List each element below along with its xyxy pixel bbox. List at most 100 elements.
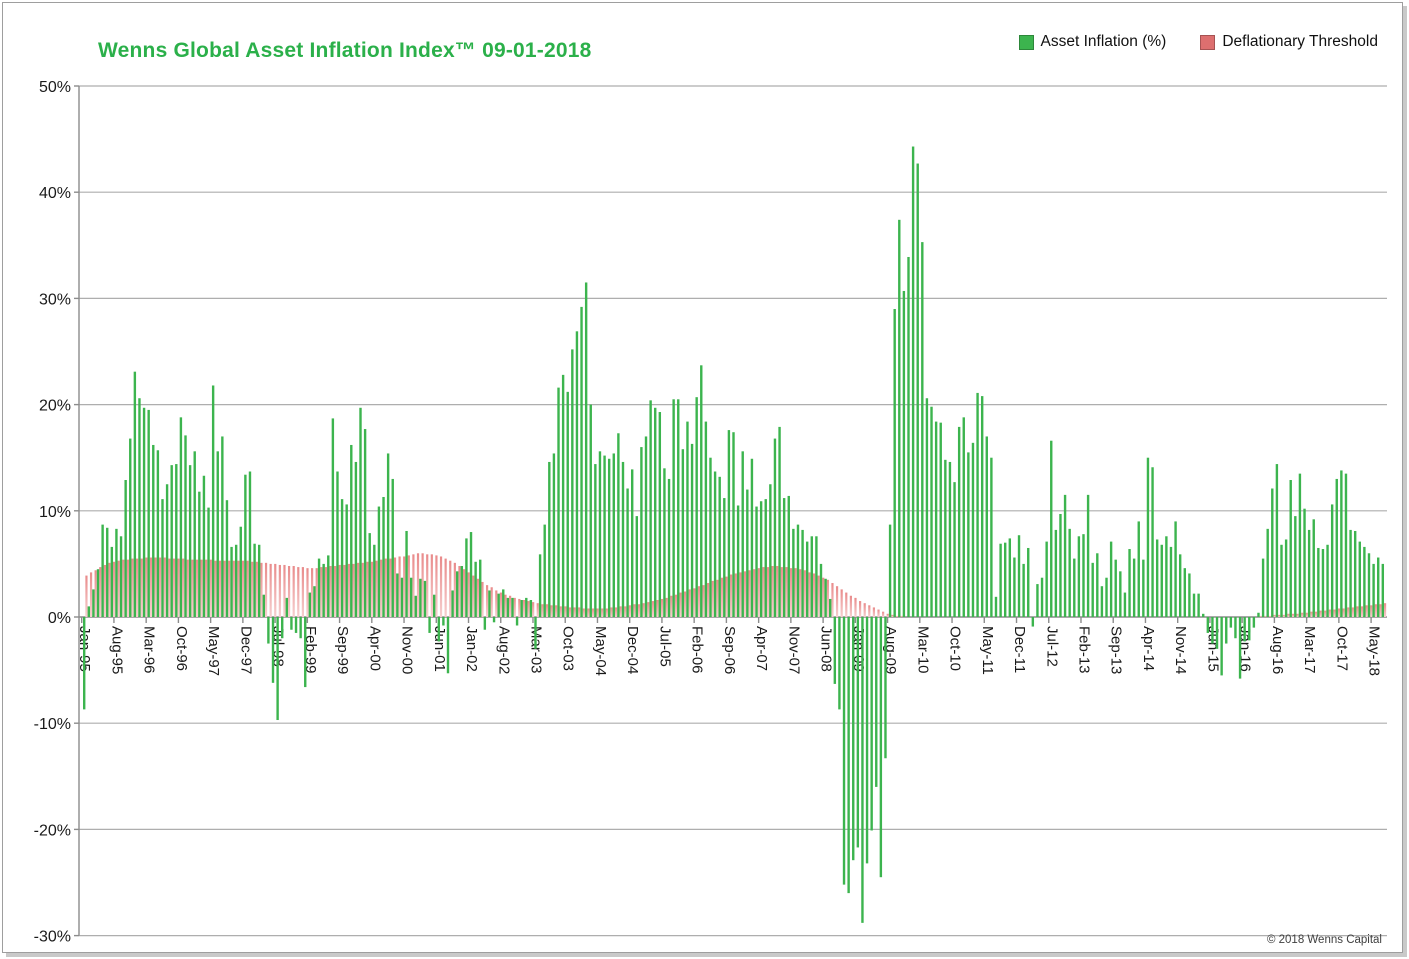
threshold-bar[interactable]: [624, 606, 627, 617]
threshold-bar[interactable]: [753, 569, 756, 617]
threshold-bar[interactable]: [559, 606, 562, 617]
threshold-bar[interactable]: [416, 553, 420, 617]
threshold-bar[interactable]: [154, 557, 157, 617]
asset-inflation-bar[interactable]: [129, 438, 132, 617]
threshold-bar[interactable]: [315, 568, 318, 617]
asset-inflation-bar[interactable]: [552, 453, 556, 617]
asset-inflation-bar[interactable]: [534, 617, 537, 649]
threshold-bar[interactable]: [739, 572, 742, 617]
threshold-bar[interactable]: [1282, 614, 1285, 617]
asset-inflation-bar[interactable]: [1211, 617, 1214, 644]
asset-inflation-bar[interactable]: [469, 532, 473, 617]
threshold-bar[interactable]: [504, 594, 507, 617]
asset-inflation-bar[interactable]: [106, 527, 109, 617]
threshold-bar[interactable]: [269, 563, 272, 617]
asset-inflation-bar[interactable]: [175, 464, 178, 617]
asset-inflation-bar[interactable]: [778, 426, 781, 617]
threshold-bar[interactable]: [536, 603, 539, 617]
asset-inflation-bar[interactable]: [1215, 617, 1219, 649]
asset-inflation-bar[interactable]: [704, 421, 708, 617]
threshold-bar[interactable]: [550, 605, 553, 617]
threshold-bar[interactable]: [439, 556, 443, 617]
asset-inflation-bar[interactable]: [1017, 535, 1021, 617]
asset-inflation-bar[interactable]: [193, 451, 196, 617]
asset-inflation-bar[interactable]: [575, 331, 579, 617]
asset-inflation-bar[interactable]: [750, 458, 754, 617]
asset-inflation-bar[interactable]: [796, 524, 800, 617]
threshold-bar[interactable]: [854, 597, 857, 617]
asset-inflation-bar[interactable]: [810, 536, 813, 617]
threshold-bar[interactable]: [278, 564, 281, 617]
asset-inflation-bar[interactable]: [1243, 617, 1246, 642]
threshold-bar[interactable]: [163, 557, 166, 617]
asset-inflation-bar[interactable]: [1174, 521, 1177, 617]
asset-inflation-bar[interactable]: [456, 571, 459, 617]
asset-inflation-bar[interactable]: [211, 385, 215, 617]
threshold-bar[interactable]: [108, 562, 111, 617]
threshold-bar[interactable]: [338, 564, 341, 617]
asset-inflation-bar[interactable]: [437, 617, 440, 642]
asset-inflation-bar[interactable]: [819, 563, 823, 617]
asset-inflation-bar[interactable]: [773, 438, 777, 617]
threshold-bar[interactable]: [555, 605, 558, 617]
asset-inflation-bar[interactable]: [432, 594, 436, 617]
threshold-bar[interactable]: [762, 567, 765, 617]
asset-inflation-bar[interactable]: [336, 471, 339, 617]
threshold-bar[interactable]: [126, 559, 129, 617]
asset-inflation-bar[interactable]: [985, 436, 988, 617]
asset-inflation-bar[interactable]: [709, 457, 712, 617]
threshold-bar[interactable]: [149, 557, 153, 617]
asset-inflation-bar[interactable]: [640, 447, 643, 617]
threshold-bar[interactable]: [826, 579, 829, 617]
asset-inflation-bar[interactable]: [492, 617, 496, 623]
threshold-bar[interactable]: [771, 566, 774, 617]
asset-inflation-bar[interactable]: [1381, 563, 1385, 617]
asset-inflation-bar[interactable]: [824, 578, 827, 617]
asset-inflation-bar[interactable]: [1234, 617, 1237, 639]
asset-inflation-bar[interactable]: [1031, 617, 1035, 627]
asset-inflation-bar[interactable]: [110, 546, 114, 617]
asset-inflation-bar[interactable]: [382, 496, 385, 617]
asset-inflation-bar[interactable]: [571, 349, 574, 617]
threshold-bar[interactable]: [868, 605, 871, 617]
asset-inflation-bar[interactable]: [561, 374, 565, 617]
threshold-bar[interactable]: [766, 567, 770, 617]
threshold-bar[interactable]: [1319, 610, 1322, 617]
asset-inflation-bar[interactable]: [1114, 559, 1117, 617]
threshold-bar[interactable]: [264, 562, 268, 617]
asset-inflation-bar[interactable]: [1284, 539, 1288, 617]
asset-inflation-bar[interactable]: [631, 469, 634, 617]
asset-inflation-bar[interactable]: [1307, 529, 1311, 617]
threshold-bar[interactable]: [384, 558, 387, 617]
asset-inflation-bar[interactable]: [1349, 529, 1352, 617]
threshold-bar[interactable]: [287, 566, 291, 617]
threshold-bar[interactable]: [393, 557, 397, 617]
asset-inflation-bar[interactable]: [663, 468, 666, 617]
threshold-bar[interactable]: [845, 592, 848, 617]
asset-inflation-bar[interactable]: [1372, 563, 1375, 617]
asset-inflation-bar[interactable]: [621, 461, 625, 617]
asset-inflation-bar[interactable]: [276, 617, 279, 721]
threshold-bar[interactable]: [532, 602, 535, 617]
asset-inflation-bar[interactable]: [1303, 508, 1306, 617]
asset-inflation-bar[interactable]: [327, 555, 330, 617]
asset-inflation-bar[interactable]: [1330, 504, 1334, 617]
threshold-bar[interactable]: [619, 606, 622, 617]
asset-inflation-bar[interactable]: [594, 464, 597, 617]
threshold-bar[interactable]: [421, 553, 424, 617]
threshold-bar[interactable]: [730, 574, 733, 617]
threshold-bar[interactable]: [1305, 612, 1308, 617]
threshold-bar[interactable]: [822, 577, 825, 617]
asset-inflation-bar[interactable]: [911, 146, 915, 617]
asset-inflation-bar[interactable]: [515, 617, 519, 626]
threshold-bar[interactable]: [499, 592, 502, 617]
asset-inflation-bar[interactable]: [1050, 440, 1053, 617]
asset-inflation-bar[interactable]: [925, 398, 929, 617]
asset-inflation-bar[interactable]: [1146, 457, 1150, 617]
asset-inflation-bar[interactable]: [1178, 554, 1182, 617]
asset-inflation-bar[interactable]: [930, 406, 933, 617]
threshold-bar[interactable]: [398, 556, 401, 617]
asset-inflation-bar[interactable]: [92, 589, 95, 617]
threshold-bar[interactable]: [292, 566, 295, 617]
asset-inflation-bar[interactable]: [96, 569, 100, 617]
